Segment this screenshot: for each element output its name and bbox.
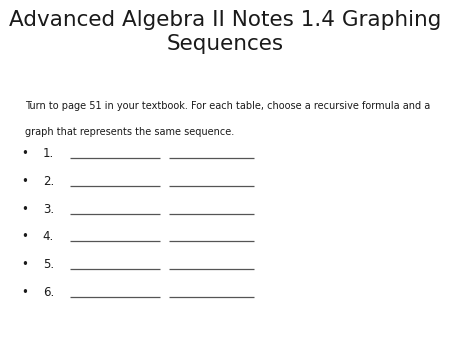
- Text: 1.: 1.: [43, 147, 54, 160]
- Text: •: •: [21, 147, 28, 160]
- Text: 6.: 6.: [43, 286, 54, 299]
- Text: •: •: [21, 175, 28, 188]
- Text: •: •: [21, 203, 28, 216]
- Text: graph that represents the same sequence.: graph that represents the same sequence.: [25, 127, 234, 137]
- Text: •: •: [21, 286, 28, 299]
- Text: 3.: 3.: [43, 203, 54, 216]
- Text: Turn to page 51 in your textbook. For each table, choose a recursive formula and: Turn to page 51 in your textbook. For ea…: [25, 101, 430, 112]
- Text: 2.: 2.: [43, 175, 54, 188]
- Text: Advanced Algebra II Notes 1.4 Graphing
Sequences: Advanced Algebra II Notes 1.4 Graphing S…: [9, 10, 441, 54]
- Text: 4.: 4.: [43, 231, 54, 243]
- Text: •: •: [21, 258, 28, 271]
- Text: 5.: 5.: [43, 258, 54, 271]
- Text: •: •: [21, 231, 28, 243]
